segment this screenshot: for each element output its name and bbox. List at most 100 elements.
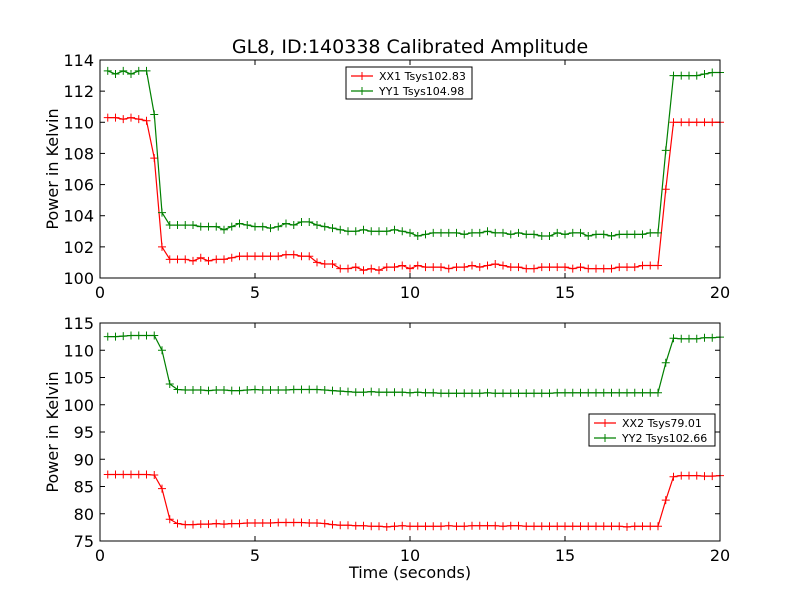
data-point xyxy=(615,263,624,272)
data-point xyxy=(646,522,655,531)
data-point xyxy=(599,522,608,531)
data-point xyxy=(444,389,453,398)
data-point xyxy=(375,266,383,275)
data-point xyxy=(499,522,507,531)
plot-2: 0 5 10 15 20 75 80 85 90 95 100 105 110 115 Power in K… xyxy=(43,314,730,565)
data-point xyxy=(607,388,616,397)
data-point xyxy=(429,522,438,531)
data-point xyxy=(654,228,662,237)
y-axis-label: Power in Kelvin xyxy=(43,371,62,492)
data-point xyxy=(103,470,112,479)
data-point xyxy=(328,520,337,529)
data-point xyxy=(708,472,717,481)
data-point xyxy=(351,388,360,397)
legend-marker xyxy=(601,419,609,427)
data-point xyxy=(475,389,484,398)
series-markers-1 xyxy=(103,470,724,531)
x-tick-label: 0 xyxy=(95,546,105,565)
y-tick-label: 114 xyxy=(63,51,94,70)
data-point xyxy=(599,388,608,397)
data-point xyxy=(220,225,228,234)
data-point xyxy=(452,389,461,398)
data-point xyxy=(530,264,538,273)
data-point xyxy=(382,388,391,397)
data-point xyxy=(181,255,190,264)
x-tick-label: 20 xyxy=(710,283,730,302)
data-point xyxy=(630,388,639,397)
data-point xyxy=(491,521,500,530)
data-point xyxy=(390,225,399,234)
data-point xyxy=(553,263,562,272)
series-markers-1 xyxy=(103,113,724,275)
legend: XX2 Tsys79.01 YY2 Tsys102.66 xyxy=(588,413,716,447)
data-point xyxy=(289,518,298,527)
data-point xyxy=(468,521,476,530)
data-point xyxy=(367,522,376,531)
data-point xyxy=(173,519,182,528)
data-point xyxy=(444,521,453,530)
data-point xyxy=(382,227,391,236)
data-point xyxy=(266,386,275,395)
data-point xyxy=(452,228,461,237)
data-point xyxy=(336,387,345,396)
data-point xyxy=(266,224,275,233)
data-point xyxy=(646,261,655,270)
data-point xyxy=(700,118,709,127)
data-point xyxy=(289,250,298,259)
data-point xyxy=(313,258,321,267)
data-point xyxy=(568,522,577,531)
data-point xyxy=(344,227,352,236)
data-point xyxy=(615,388,624,397)
data-point xyxy=(111,113,120,122)
data-point xyxy=(475,228,484,237)
x-tick-label: 15 xyxy=(555,283,575,302)
y-tick-label: 100 xyxy=(63,269,94,288)
data-point xyxy=(351,521,360,530)
data-point xyxy=(111,70,120,79)
data-point xyxy=(483,388,492,397)
data-point xyxy=(398,227,407,236)
data-point xyxy=(506,521,515,530)
data-point xyxy=(452,263,461,272)
data-point xyxy=(305,385,314,394)
data-point xyxy=(669,472,678,481)
data-point xyxy=(150,471,159,480)
data-point xyxy=(452,522,461,531)
data-point xyxy=(661,358,670,367)
data-point xyxy=(173,221,182,230)
data-point xyxy=(468,261,476,270)
data-point xyxy=(421,388,430,397)
data-point xyxy=(599,230,608,239)
data-point xyxy=(134,66,143,75)
data-point xyxy=(677,71,686,80)
data-point xyxy=(103,66,112,75)
data-point xyxy=(359,388,368,397)
data-point xyxy=(576,228,585,237)
y-tick-label: 90 xyxy=(74,450,94,469)
data-point xyxy=(119,470,128,479)
data-point xyxy=(654,522,662,531)
data-point xyxy=(630,522,639,531)
data-point xyxy=(499,228,507,237)
data-point xyxy=(220,255,228,264)
data-point xyxy=(158,208,166,217)
x-tick-label: 10 xyxy=(400,546,420,565)
x-tick-label: 5 xyxy=(250,546,260,565)
y-tick-label: 106 xyxy=(63,176,94,195)
data-point xyxy=(483,227,492,236)
data-point xyxy=(274,222,283,231)
data-point xyxy=(537,231,546,240)
data-point xyxy=(227,519,236,528)
data-point xyxy=(576,522,585,531)
data-point xyxy=(351,263,360,272)
data-point xyxy=(189,221,197,230)
data-point xyxy=(607,522,616,531)
data-point xyxy=(522,389,531,398)
data-point xyxy=(375,388,383,397)
data-point xyxy=(437,522,445,531)
data-point xyxy=(111,332,120,341)
data-point xyxy=(142,66,151,75)
data-point xyxy=(313,385,321,394)
data-point xyxy=(685,71,693,80)
data-point xyxy=(460,263,469,272)
